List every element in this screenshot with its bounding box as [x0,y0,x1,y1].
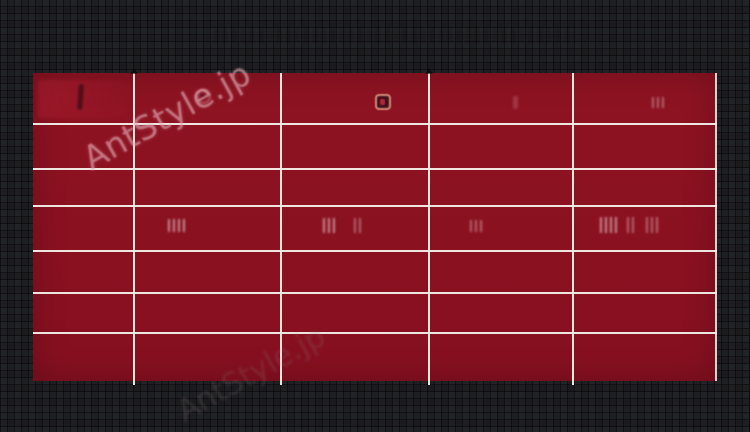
text-smudge [354,218,363,233]
thumbnail-icon [375,94,391,110]
text-smudge [652,97,666,108]
text-smudge [168,219,186,232]
text-smudge [627,217,635,233]
table-gridline-vertical-4 [572,73,574,385]
text-smudge [470,220,482,232]
screenshot-canvas: AntStyle.jp AntStyle.jp [33,27,717,429]
data-table [33,68,717,385]
table-gridline-horizontal-1 [33,123,717,125]
ring-icon [196,89,211,104]
faint-mark-artifact [513,96,518,109]
text-smudge [646,217,658,233]
table-gridline-vertical-3 [428,73,430,385]
table-gridline-horizontal-2 [33,168,717,170]
text-smudge [323,218,337,233]
compression-artifact-band [210,27,575,43]
table-gridline-horizontal-5 [33,292,717,294]
jpeg-notch-artifact [425,68,433,74]
jpeg-notch-artifact [130,68,138,74]
table-right-border [715,73,717,381]
table-gridline-vertical-1 [133,73,135,385]
table-gridline-horizontal-4 [33,250,717,252]
faint-photo-artifact [38,80,131,118]
table-gridline-horizontal-6 [33,332,717,334]
table-gridline-horizontal-3 [33,205,717,207]
text-smudge [600,217,618,233]
table-gridline-vertical-2 [280,73,282,385]
